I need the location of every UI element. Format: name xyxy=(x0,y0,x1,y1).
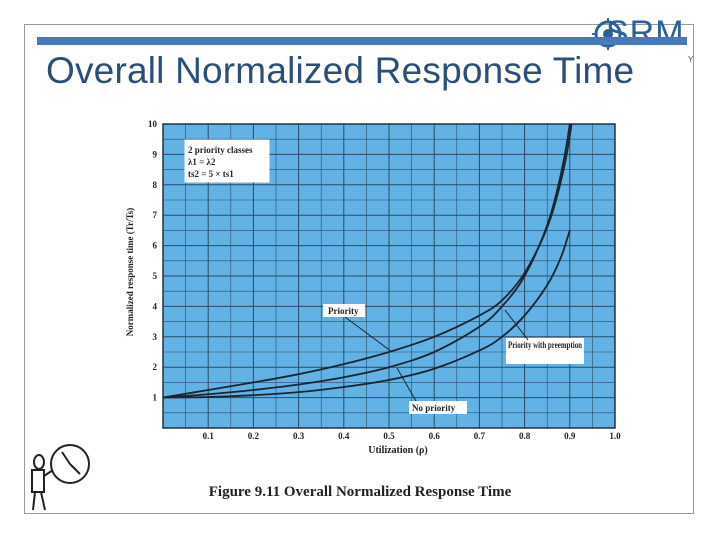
annotation-no-priority: No priority xyxy=(396,367,467,414)
srm-logo-icon xyxy=(592,18,624,50)
x-tick-label: 0.4 xyxy=(338,431,350,441)
x-tick-label: 0.7 xyxy=(474,431,486,441)
annotation-preemption-label: Priority with preemption xyxy=(508,340,582,350)
annotation-priority-label: Priority xyxy=(328,306,359,316)
annotation-no-priority-pointer xyxy=(396,367,417,402)
logo-suffix: Y xyxy=(688,55,694,64)
annotation-preemption: Priority with preemption xyxy=(504,309,584,364)
series-priority-with-preemption xyxy=(163,230,571,399)
x-tick-label: 0.2 xyxy=(248,431,260,441)
y-tick-label: 3 xyxy=(153,332,158,342)
y-tick-label: 5 xyxy=(153,271,158,281)
x-tick-label: 0.6 xyxy=(429,431,441,441)
legend-line-3: ts2 = 5 × ts1 xyxy=(188,169,234,179)
y-tick-label: 1 xyxy=(153,393,158,403)
x-tick-label: 0.1 xyxy=(203,431,215,441)
x-tick-label: 0.9 xyxy=(564,431,576,441)
slide-title: Overall Normalized Response Time xyxy=(46,50,635,91)
plot-border xyxy=(162,123,616,429)
y-tick-label: 8 xyxy=(153,180,158,190)
y-tick-label: 10 xyxy=(148,119,158,129)
y-tick-label: 6 xyxy=(153,241,158,251)
y-tick-label: 4 xyxy=(153,301,158,311)
slide-frame xyxy=(24,24,694,514)
legend-line-2: λ1 = λ2 xyxy=(188,157,216,167)
legend-box: 2 priority classes λ1 = λ2 ts2 = 5 × ts1 xyxy=(184,139,270,183)
annotation-priority-pointer xyxy=(344,316,393,353)
y-axis-label: Normalized response time (Tr/Ts) xyxy=(125,208,135,337)
y-tick-label: 9 xyxy=(153,149,158,159)
title-accent-bar xyxy=(37,37,687,45)
x-tick-label: 0.8 xyxy=(519,431,531,441)
y-tick-label: 2 xyxy=(153,362,158,372)
axis-labels: 0.1 0.2 0.3 0.4 0.5 0.6 0.7 0.8 0.9 1.0 1 2 3 4 5 6 7 8 9 1… xyxy=(148,119,621,441)
x-axis-label: Utilization (ρ) xyxy=(368,445,428,456)
legend-line-1: 2 priority classes xyxy=(188,145,253,155)
y-tick-label: 7 xyxy=(153,210,158,220)
annotation-priority: Priority xyxy=(323,304,393,353)
series-priority xyxy=(163,124,573,399)
logo-text: SRM xyxy=(606,14,685,52)
x-tick-label: 1.0 xyxy=(609,431,621,441)
clock-figure-icon xyxy=(31,444,90,511)
x-tick-label: 0.3 xyxy=(293,431,305,441)
x-tick-label: 0.5 xyxy=(383,431,395,441)
curves xyxy=(163,124,573,399)
annotation-no-priority-label: No priority xyxy=(412,403,456,413)
figure-caption: Figure 9.11 Overall Normalized Response … xyxy=(208,484,512,500)
annotation-preemption-pointer xyxy=(504,309,529,341)
series-no-priority xyxy=(163,124,571,399)
